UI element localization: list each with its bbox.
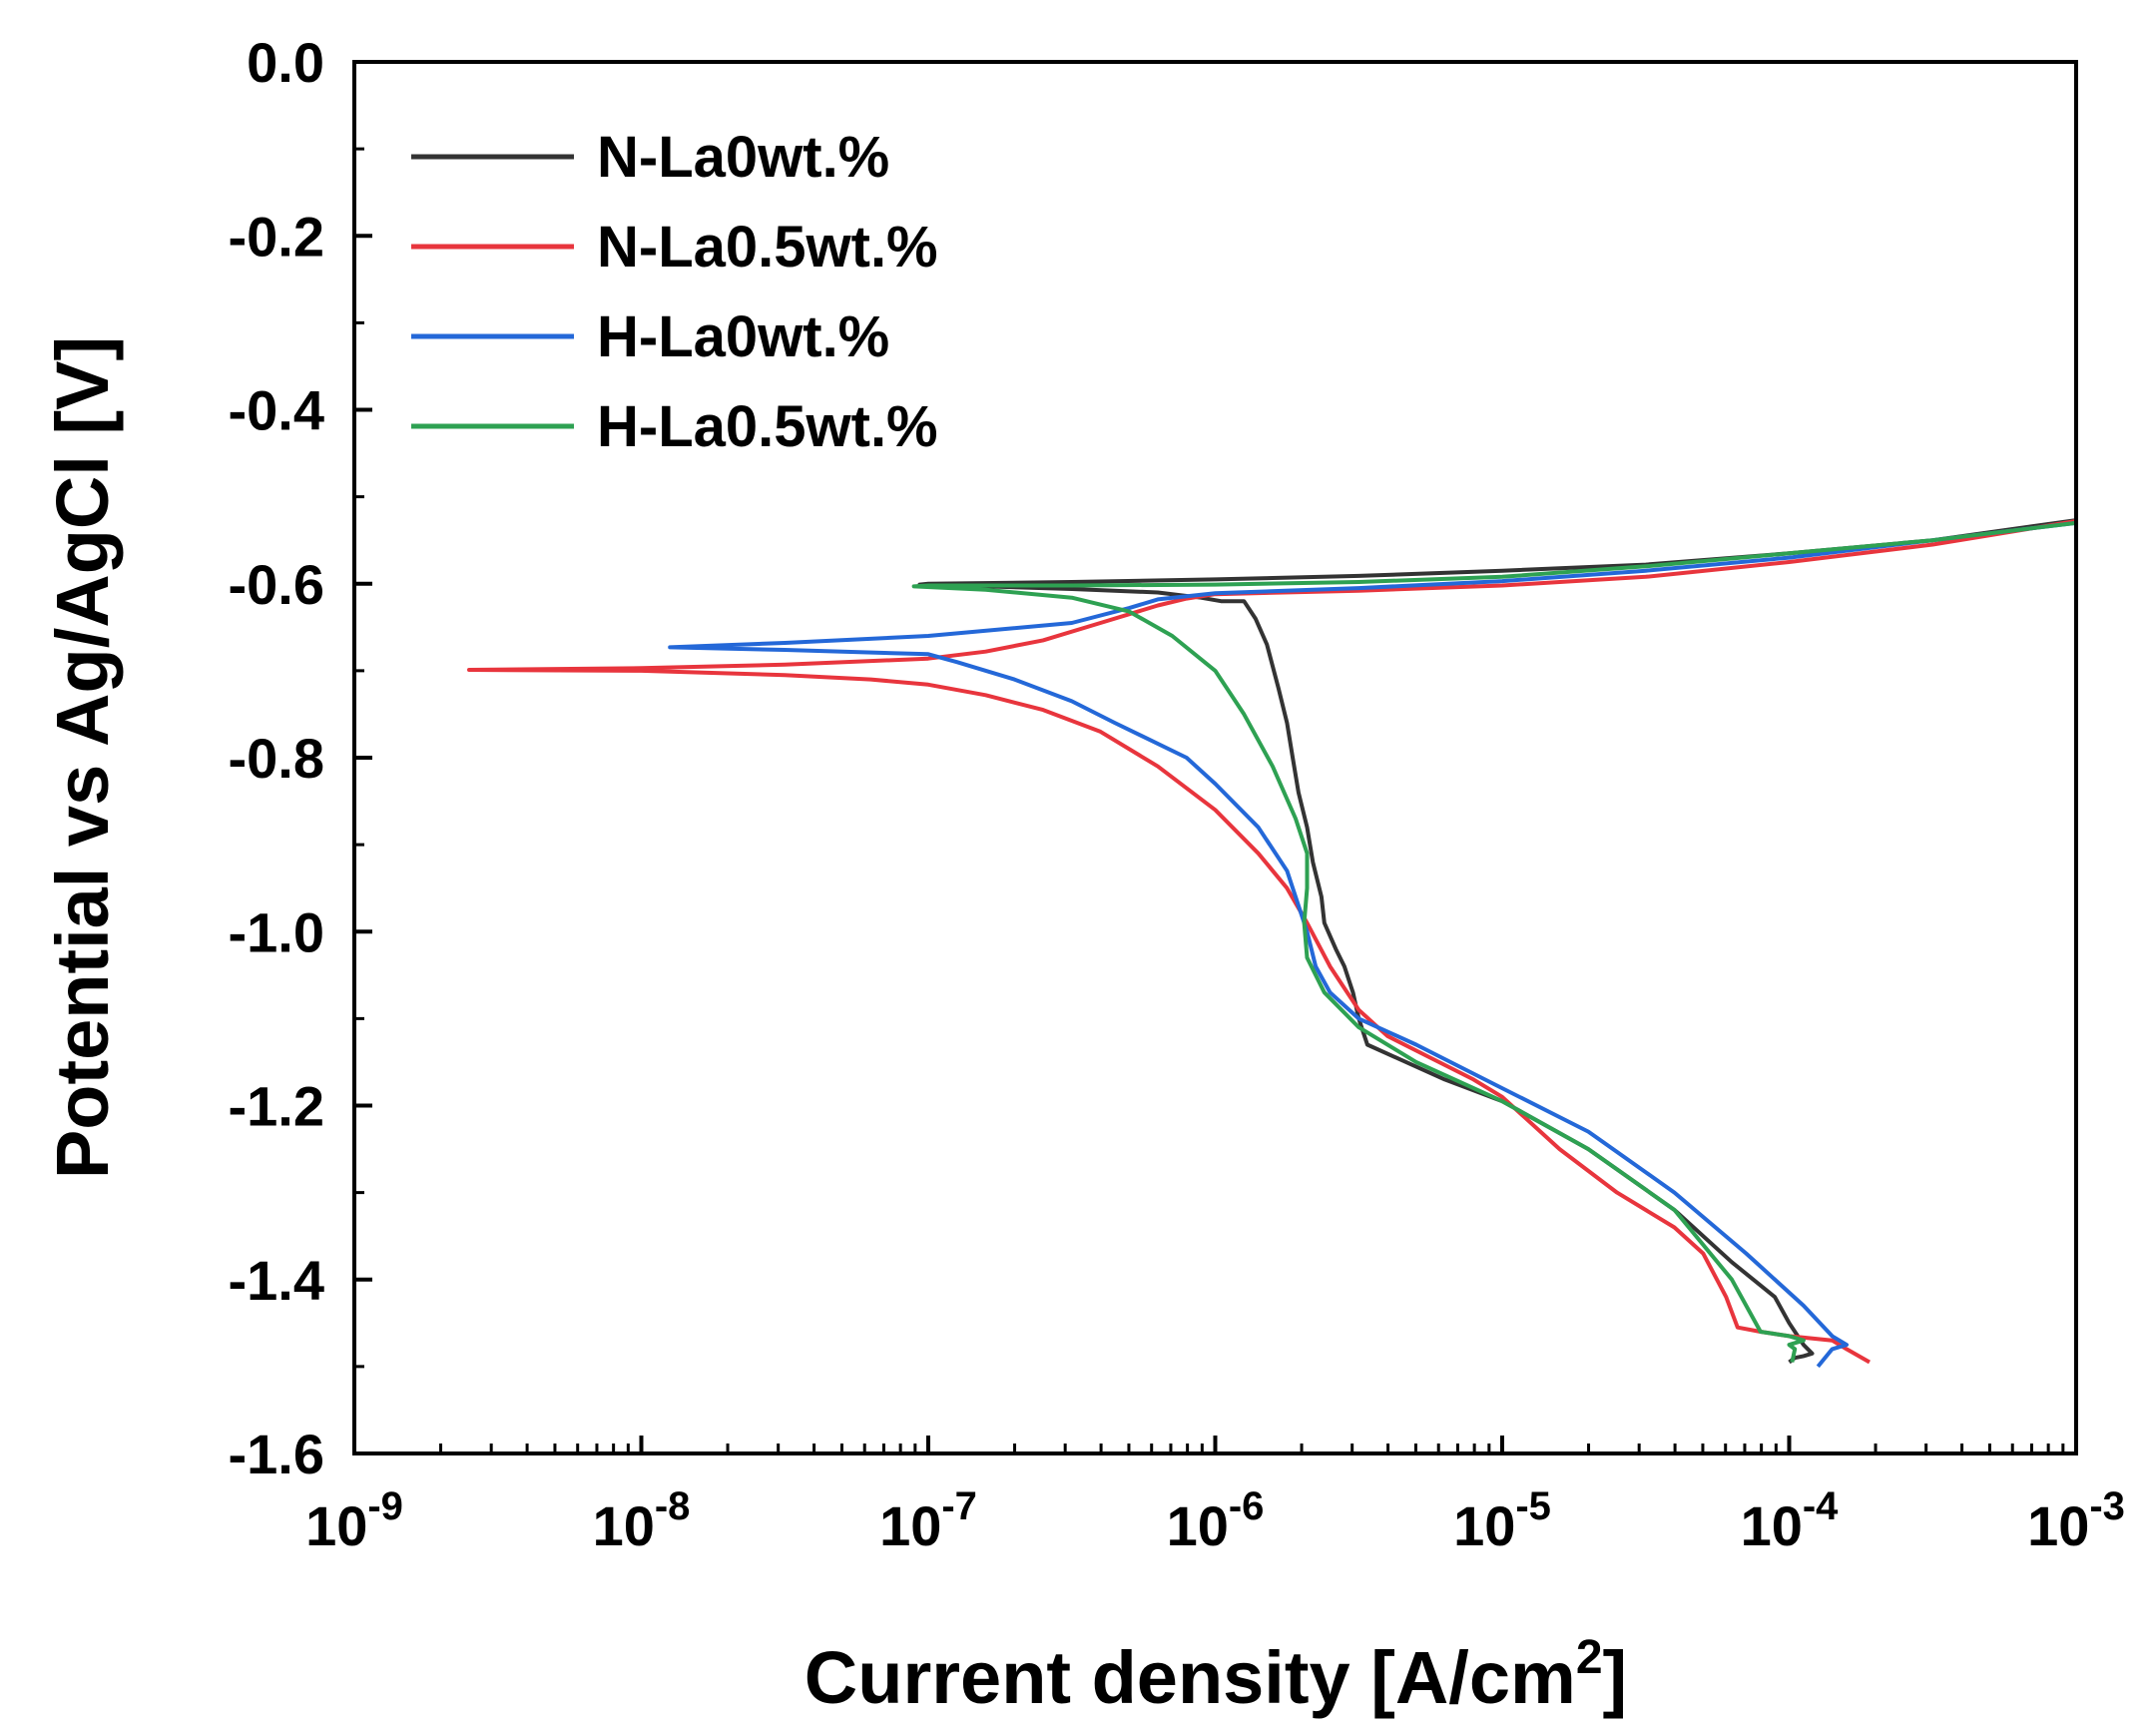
x-tick-label: 10-7 [879,1484,977,1557]
legend-label-2: H-La0wt.% [597,304,889,369]
y-tick-label: 0.0 [247,31,324,94]
x-tick-label: 10-6 [1167,1484,1265,1557]
y-tick-label: -0.4 [229,379,325,442]
x-tick-label: 10-3 [2027,1484,2125,1557]
y-axis-title: Potential vs Ag/AgCl [V] [41,336,124,1179]
x-axis-title: Current density [A/cm2] [805,1631,1627,1719]
series-line-1 [467,519,2076,1365]
x-axis-title-sup: 2 [1576,1631,1603,1684]
y-tick-label: -0.8 [229,727,325,790]
y-tick-label: -1.0 [229,900,325,963]
x-tick-label: 10-4 [1741,1484,1840,1557]
x-axis-title-main: Current density [A/cm [805,1636,1576,1719]
series-line-0 [917,518,2076,1365]
legend-label-3: H-La0.5wt.% [597,394,938,459]
series-line-3 [911,520,2076,1363]
y-tick-label: -1.6 [229,1423,325,1485]
y-tick-label: -1.2 [229,1075,325,1138]
x-tick-label: 10-5 [1453,1484,1551,1557]
x-tick-label: 10-9 [305,1484,403,1557]
x-axis-title-tail: ] [1603,1636,1628,1719]
y-tick-label: -0.2 [229,205,325,268]
legend-label-0: N-La0wt.% [597,125,889,190]
series-line-2 [668,520,2076,1369]
y-tick-label: -0.6 [229,553,325,616]
x-tick-label: 10-8 [593,1484,691,1557]
legend-label-1: N-La0.5wt.% [597,215,938,280]
y-tick-label: -1.4 [229,1249,325,1312]
